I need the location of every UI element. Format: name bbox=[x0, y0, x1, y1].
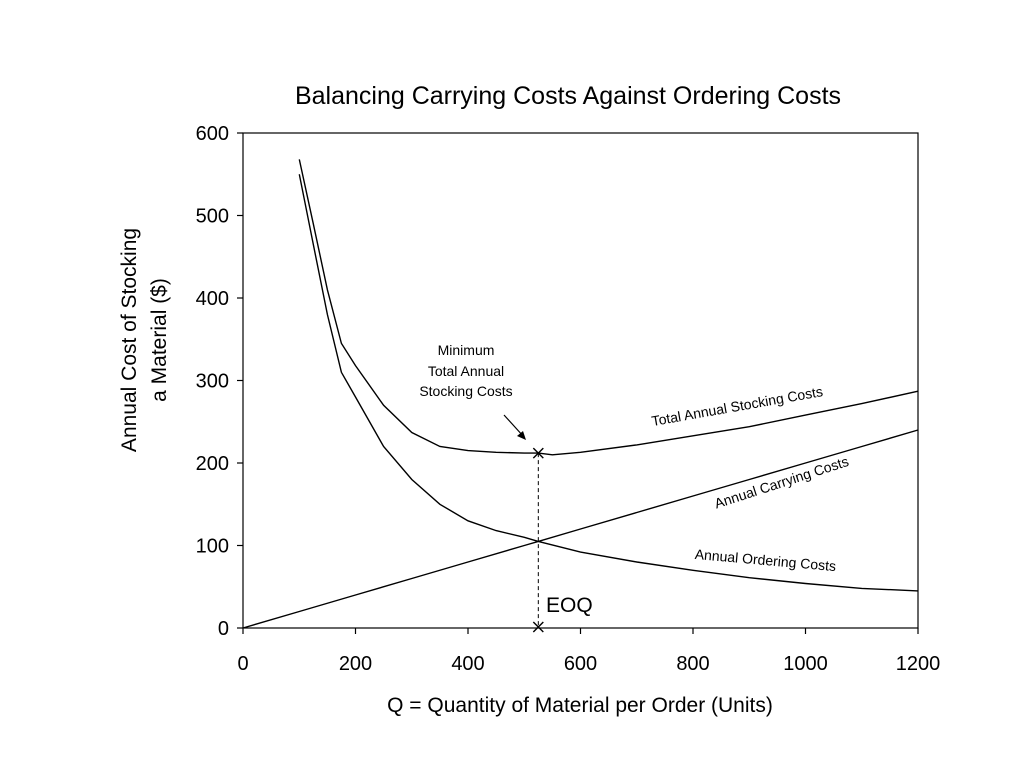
x-tick-label-600: 600 bbox=[564, 653, 597, 675]
y-axis-title-line-1: Annual Cost of Stocking bbox=[118, 228, 141, 452]
x-tick-label-200: 200 bbox=[339, 653, 372, 675]
annotation-minimum-line-3: Stocking Costs bbox=[419, 383, 512, 399]
y-tick-label-600: 600 bbox=[196, 123, 229, 145]
y-tick-label-100: 100 bbox=[196, 536, 229, 558]
y-tick-label-200: 200 bbox=[196, 453, 229, 475]
minimum-arrow-head bbox=[517, 431, 526, 440]
eoq-label: EOQ bbox=[546, 594, 593, 617]
y-tick-label-400: 400 bbox=[196, 288, 229, 310]
x-tick-label-1000: 1000 bbox=[783, 653, 828, 675]
annotation-total-costs: Total Annual Stocking Costs bbox=[650, 383, 824, 429]
curves-layer bbox=[242, 159, 919, 633]
y-tick-label-500: 500 bbox=[196, 206, 229, 228]
plot-frame bbox=[242, 132, 919, 629]
carrying-costs-line bbox=[242, 429, 919, 629]
minimum-total-cost-marker bbox=[532, 447, 544, 459]
annotation-carrying-costs: Annual Carrying Costs bbox=[712, 453, 850, 511]
y-tick-label-0: 0 bbox=[218, 618, 229, 640]
x-tick-label-0: 0 bbox=[237, 653, 248, 675]
axes-layer: 0 200 400 600 800 1000 1200 0 100 200 300 400 500 600 bbox=[196, 123, 941, 675]
y-axis-title: Annual Cost of Stocking a Material ($) bbox=[118, 228, 171, 452]
x-tick-label-1200: 1200 bbox=[896, 653, 941, 675]
annotation-minimum-line-2: Total Annual bbox=[428, 363, 504, 379]
x-tick-label-400: 400 bbox=[451, 653, 484, 675]
annotations-layer: Total Annual Stocking Costs Annual Carry… bbox=[419, 342, 850, 617]
annotation-minimum-line-1: Minimum bbox=[438, 342, 495, 358]
annotation-ordering-costs: Annual Ordering Costs bbox=[694, 546, 836, 574]
ordering-costs-curve bbox=[298, 174, 919, 592]
eoq-axis-marker bbox=[532, 621, 544, 633]
x-tick-label-800: 800 bbox=[676, 653, 709, 675]
y-tick-label-300: 300 bbox=[196, 371, 229, 393]
total-costs-curve bbox=[298, 159, 919, 456]
y-axis-title-line-2: a Material ($) bbox=[148, 278, 171, 402]
chart-title: Balancing Carrying Costs Against Orderin… bbox=[295, 82, 841, 110]
x-axis-title: Q = Quantity of Material per Order (Unit… bbox=[387, 694, 773, 717]
